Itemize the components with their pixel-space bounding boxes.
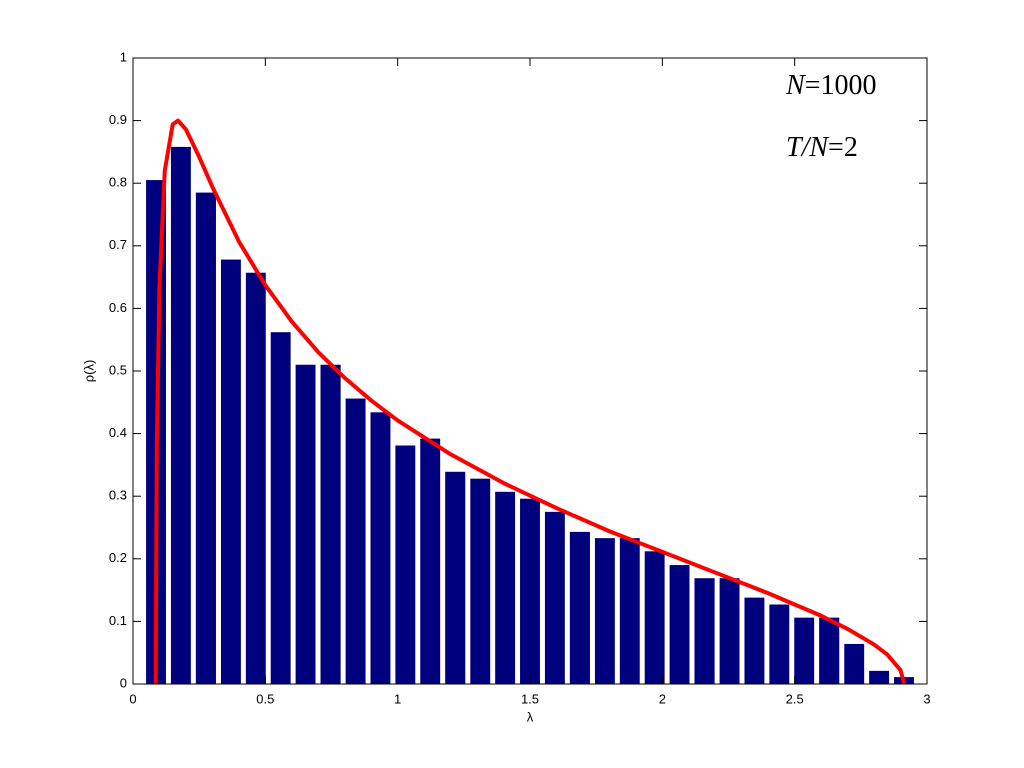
annotation: N=1000	[785, 70, 876, 101]
x-tick-label: 0.5	[256, 691, 274, 706]
bar	[420, 438, 441, 684]
y-tick-label: 0.8	[109, 175, 127, 190]
y-tick-label: 0.3	[109, 488, 127, 503]
y-tick-label: 0.9	[109, 112, 127, 127]
y-tick-label: 0.7	[109, 237, 127, 252]
bar	[769, 604, 790, 684]
bar	[320, 364, 341, 684]
x-tick-label: 2.5	[786, 691, 804, 706]
bar	[794, 617, 815, 684]
bar	[195, 192, 216, 684]
y-tick-label: 0	[120, 675, 127, 690]
y-tick-label: 0.4	[109, 425, 127, 440]
bar	[345, 398, 366, 684]
bar	[395, 445, 416, 684]
bar	[619, 538, 640, 684]
bar	[669, 565, 690, 684]
annotation-rest: =1000	[805, 70, 877, 101]
x-tick-label: 2	[659, 691, 666, 706]
y-tick-label: 1	[120, 49, 127, 64]
bar	[170, 146, 191, 685]
density-curve	[153, 118, 907, 685]
x-tick-label: 1.5	[521, 691, 539, 706]
x-tick-label: 1	[394, 691, 401, 706]
bar	[270, 332, 291, 684]
bar	[644, 551, 665, 684]
bar	[819, 617, 840, 684]
bar	[520, 498, 540, 684]
bar	[694, 578, 715, 684]
y-tick-label: 0.6	[109, 300, 127, 315]
annotation-var: N	[785, 70, 806, 101]
annotation-var: T/N	[786, 132, 829, 163]
y-tick-label: 0.2	[109, 550, 127, 565]
bar	[370, 412, 391, 684]
bar	[869, 670, 890, 684]
bar	[844, 643, 865, 684]
bar	[495, 491, 516, 684]
bar	[295, 364, 316, 684]
x-tick-label: 3	[923, 691, 930, 706]
bar	[445, 471, 466, 684]
annotation-rest: =2	[828, 132, 858, 163]
bar	[569, 531, 590, 684]
y-tick-label: 0.1	[109, 613, 127, 628]
bar	[744, 597, 765, 684]
x-tick-label: 0	[129, 691, 136, 706]
bar	[719, 578, 740, 684]
annotation: T/N=2	[786, 132, 858, 163]
y-tick-label: 0.5	[109, 362, 127, 377]
bar	[594, 538, 615, 684]
bar	[544, 511, 565, 684]
y-axis-label: ρ(λ)	[81, 360, 96, 383]
bar	[220, 259, 241, 684]
bar	[470, 478, 491, 684]
x-axis-label: λ	[527, 709, 534, 724]
bar	[245, 272, 266, 684]
